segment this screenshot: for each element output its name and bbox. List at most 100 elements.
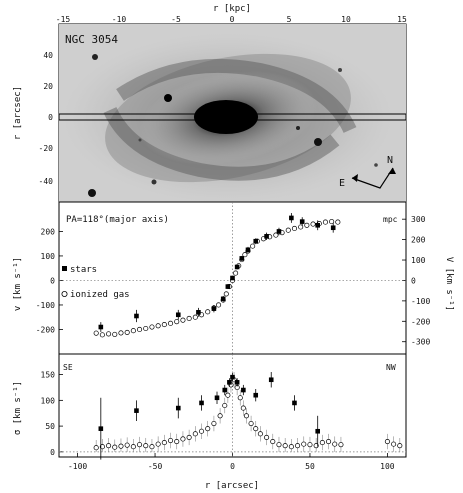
velocity-annotation: PA=118°(major axis) [66, 215, 169, 225]
compass-arrow-e [352, 174, 358, 182]
gas-dispersion-point [301, 441, 307, 447]
gas-dispersion-point [253, 426, 259, 432]
velocity-rtick-label: 300 [411, 215, 426, 224]
velocity-ytick-label: -200 [36, 325, 55, 334]
image-ytick: 0 [48, 113, 53, 122]
star-velocity-point [330, 225, 336, 231]
top-axis-label: r [kpc] [213, 4, 251, 14]
star-dispersion-point [315, 428, 321, 434]
gas-dispersion-point [205, 426, 211, 432]
gas-dispersion-point [225, 392, 231, 398]
dispersion-panel: SE NW σ [km s⁻¹] r [arcsec] 150 100 50 0 -1… [13, 353, 407, 491]
gas-velocity-point [216, 302, 222, 308]
dispersion-xticks: -100 -50 0 50 100 [68, 453, 395, 471]
star-dispersion-point [230, 374, 235, 380]
gas-velocity-point [161, 322, 167, 328]
top-tick: 5 [287, 15, 292, 24]
dispersion-xtick-label: 100 [380, 462, 395, 471]
compass-arrow-n [388, 168, 396, 174]
gas-dispersion-point [332, 441, 338, 447]
gas-dispersion-point [282, 443, 288, 449]
star-dispersion-point [214, 395, 220, 401]
gas-dispersion-point [167, 437, 174, 444]
gas-velocity-point [285, 227, 291, 233]
top-tick: 10 [341, 15, 351, 24]
velocity-rtick-label: -200 [411, 317, 430, 326]
legend-stars-marker [62, 266, 67, 271]
dispersion-xlabel: r [arcsec] [205, 481, 259, 491]
velocity-ylabel-right: V [km s⁻¹] [444, 257, 454, 311]
dispersion-corner-left: SE [63, 363, 73, 372]
gas-velocity-point [310, 221, 316, 227]
image-ytick: -20 [39, 144, 54, 153]
dispersion-ytick-label: 100 [41, 396, 56, 405]
star-dispersion-point [199, 400, 204, 406]
gas-dispersion-point [397, 443, 403, 449]
dispersion-xtick-label: 50 [305, 462, 315, 471]
gas-velocity-point [322, 219, 328, 225]
star-dispersion-point [253, 392, 259, 398]
gas-velocity-point [329, 219, 335, 225]
gas-dispersion-point [295, 443, 301, 449]
gas-velocity-point [174, 319, 180, 325]
gas-velocity-point [205, 309, 211, 315]
star-dispersion-point [222, 387, 228, 393]
compass: N E [339, 155, 396, 189]
velocity-yticks-left: 200 100 0 -100 -200 [36, 227, 63, 334]
gas-velocity-point [233, 270, 239, 276]
compass-e-label: E [339, 178, 345, 189]
velocity-rtick-label: 100 [411, 256, 426, 265]
star-velocity-point [315, 222, 321, 228]
gas-dispersion-point [155, 441, 161, 447]
star-velocity-point [220, 296, 226, 302]
top-tick: -10 [112, 15, 127, 24]
star-velocity-point [264, 234, 269, 239]
velocity-ytick-label: 0 [50, 276, 55, 285]
star [314, 138, 322, 146]
velocity-ytick-label: 100 [41, 252, 56, 261]
dispersion-xtick-label: -50 [148, 462, 163, 471]
dispersion-marks [59, 354, 406, 460]
top-tick: 0 [230, 15, 235, 24]
gas-velocity-point [143, 325, 149, 332]
gas-dispersion-point [93, 445, 99, 451]
gas-dispersion-point [240, 405, 246, 411]
gas-dispersion-point [338, 442, 344, 448]
star-dispersion-point [234, 380, 240, 385]
star-velocity-point [276, 229, 282, 234]
dispersion-ytick-label: 0 [50, 448, 55, 457]
velocity-marks [59, 202, 406, 354]
legend-gas-marker [61, 290, 68, 297]
velocity-rtick-label: -300 [411, 338, 430, 347]
gas-dispersion-point [243, 413, 249, 419]
gas-dispersion-point [391, 441, 397, 447]
gas-velocity-point [291, 225, 298, 232]
dispersion-frame [58, 353, 407, 458]
image-yticks: 40 20 0 -20 -40 [39, 51, 54, 186]
gas-dispersion-point [270, 438, 276, 445]
star-velocity-point [253, 238, 259, 244]
image-ylabel: r [arcsec] [13, 86, 23, 140]
star-velocity-point [175, 312, 181, 318]
star-dispersion-point [175, 405, 181, 411]
gas-dispersion-point [222, 402, 228, 409]
gas-dispersion-point [99, 444, 105, 450]
gas-velocity-point [137, 326, 143, 333]
gas-dispersion-point [276, 442, 282, 448]
gas-velocity-point [149, 324, 155, 330]
top-axis-ticklabels: -15 -10 -5 0 5 10 15 [56, 15, 407, 24]
gas-dispersion-point [307, 442, 313, 448]
star-dispersion-point [98, 426, 104, 431]
dispersion-ylabel: σ [km s⁻¹] [13, 381, 23, 435]
velocity-yticks-right: 300 200 100 0 -100 -200 -300 [402, 215, 430, 347]
dispersion-corner-right: NW [386, 363, 396, 372]
gas-dispersion-point [264, 434, 270, 440]
gas-dispersion-point [288, 444, 294, 450]
velocity-panel: PA=118°(major axis) mpc v [km s⁻¹] V [km… [13, 201, 454, 355]
gas-dispersion-point [198, 428, 205, 434]
gas-velocity-point [118, 330, 124, 336]
star-velocity-point [98, 324, 104, 330]
star-velocity-point [245, 247, 251, 253]
velocity-rtick-label: 0 [411, 276, 416, 285]
